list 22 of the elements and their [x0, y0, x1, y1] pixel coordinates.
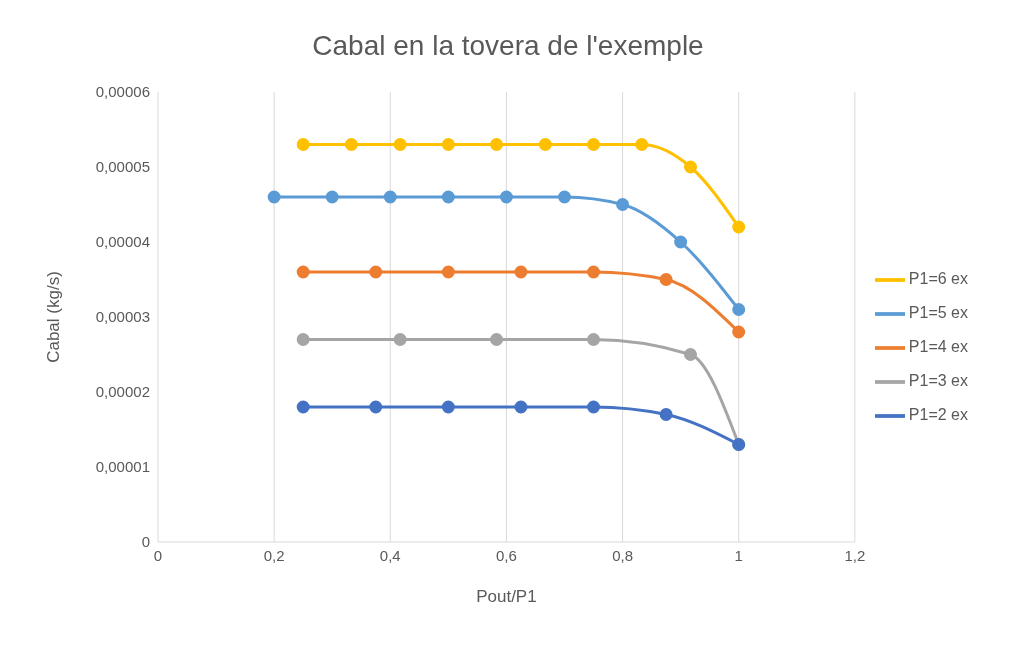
- y-tick-label: 0,00006: [95, 83, 150, 101]
- x-tick-label: 0,6: [495, 546, 517, 564]
- y-tick-label: 0: [141, 533, 150, 551]
- y-axis-title: Cabal (kg/s): [44, 271, 64, 363]
- x-tick-label: 1: [734, 546, 743, 564]
- x-tick-label: 1,2: [844, 546, 866, 564]
- x-axis-title: Pout/P1: [476, 587, 537, 606]
- legend-label: P1=4 ex: [908, 338, 968, 355]
- x-tick-label: 0: [153, 546, 163, 564]
- y-tick-label: 0,00004: [95, 233, 150, 251]
- legend-label: P1=2 ex: [908, 406, 968, 423]
- chart-title: Cabal en la tovera de l'exemple: [311, 29, 705, 62]
- x-tick-label: 0,8: [612, 546, 633, 564]
- legend-label: P1=6 ex: [908, 270, 968, 287]
- legend-label: P1=5 ex: [908, 304, 968, 321]
- legend-label: P1=3 ex: [908, 372, 968, 389]
- y-tick-label: 0,00005: [95, 158, 150, 176]
- x-tick-label: 0,4: [379, 546, 401, 564]
- x-tick-label: 0,2: [263, 546, 285, 564]
- y-tick-label: 0,00003: [95, 308, 150, 326]
- y-tick-label: 0,00001: [95, 458, 150, 476]
- y-tick-label: 0,00002: [95, 383, 150, 401]
